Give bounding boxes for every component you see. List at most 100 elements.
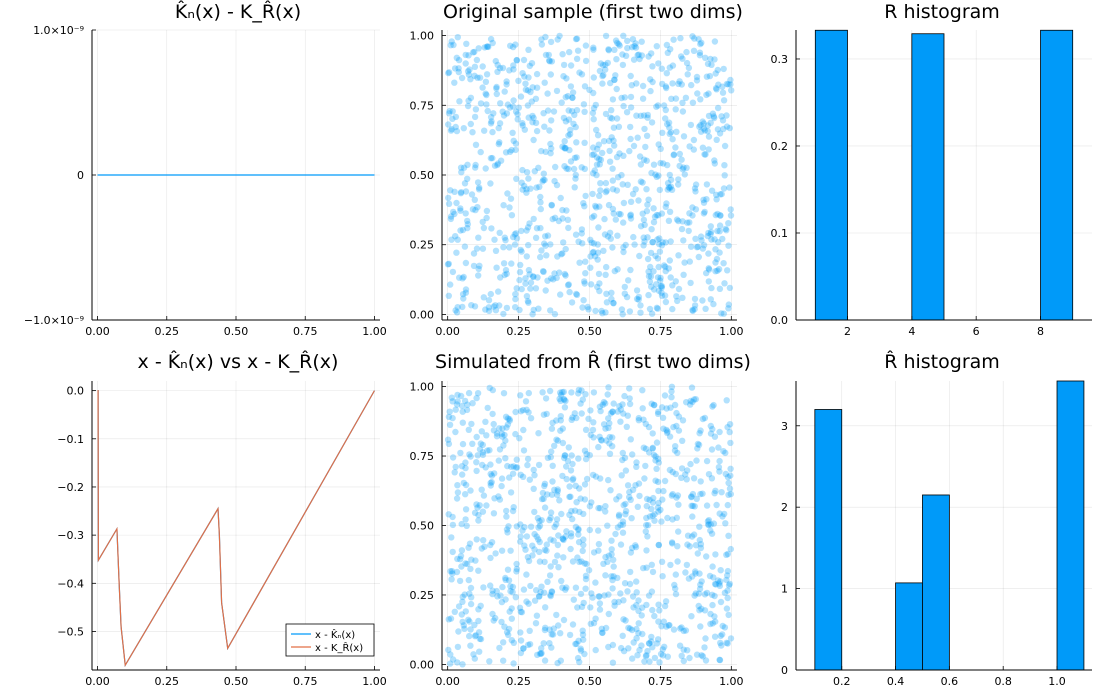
scatter-point — [705, 133, 713, 140]
scatter-point — [571, 154, 579, 162]
scatter-point — [529, 542, 536, 549]
scatter-point — [712, 618, 719, 625]
scatter-point — [608, 134, 615, 141]
scatter-point — [645, 268, 652, 275]
scatter-point — [454, 489, 462, 496]
scatter-point — [629, 190, 637, 198]
scatter-point — [513, 560, 520, 568]
scatter-point — [569, 515, 576, 523]
scatter-point — [627, 135, 634, 143]
scatter-point — [458, 402, 466, 410]
scatter-point — [712, 268, 719, 275]
scatter-point — [718, 113, 725, 120]
scatter-point — [613, 153, 621, 161]
scatter-point — [468, 556, 475, 563]
scatter-point — [554, 486, 561, 493]
scatter-point — [699, 490, 706, 497]
panel-original-sample: Original sample (first two dims) 0.00 0.2… — [410, 1, 744, 338]
scatter-point — [562, 397, 569, 405]
scatter-point — [535, 536, 542, 543]
scatter-point — [509, 589, 516, 596]
scatter-point — [571, 410, 578, 417]
scatter-point — [701, 151, 708, 158]
scatter-point — [626, 400, 634, 408]
scatter-point — [651, 511, 658, 518]
scatter-point — [572, 640, 579, 648]
scatter-point — [447, 42, 454, 49]
scatter-point — [673, 494, 680, 501]
scatter-point — [599, 629, 606, 637]
scatter-point — [476, 446, 484, 453]
scatter-point — [605, 415, 612, 422]
scatter-point — [497, 274, 504, 281]
scatter-point — [590, 549, 598, 556]
scatter-point — [568, 452, 575, 459]
scatter-point — [686, 654, 693, 662]
scatter-point — [603, 263, 610, 271]
scatter-point — [542, 287, 549, 294]
scatter-point — [547, 150, 554, 157]
scatter-point — [575, 538, 583, 546]
scatter-point — [584, 303, 591, 311]
scatter-point — [674, 492, 682, 499]
scatter-point — [462, 210, 469, 217]
scatter-point — [673, 216, 681, 223]
scatter-point — [501, 431, 508, 439]
scatter-point — [447, 568, 454, 575]
scatter-point — [655, 408, 662, 416]
scatter-point — [577, 495, 584, 502]
scatter-point — [547, 38, 555, 46]
scatter-point — [536, 558, 544, 565]
scatter-point — [622, 507, 630, 515]
scatter-point — [473, 536, 480, 543]
x-tick-label: 0.75 — [293, 325, 318, 338]
scatter-point — [662, 203, 669, 210]
scatter-point — [665, 265, 672, 272]
scatter-point — [707, 610, 714, 618]
scatter-point — [724, 594, 731, 602]
scatter-point — [537, 205, 544, 213]
scatter-point — [566, 483, 573, 490]
y-tick-label: 0.1 — [771, 227, 789, 240]
panel-3-title: R histogram — [884, 1, 1000, 23]
scatter-point — [551, 177, 558, 185]
scatter-point — [509, 103, 517, 110]
scatter-point — [554, 36, 561, 43]
scatter-point — [709, 563, 716, 570]
scatter-point — [464, 175, 471, 182]
scatter-point — [526, 627, 533, 634]
scatter-point — [617, 211, 624, 218]
scatter-point — [728, 87, 735, 94]
scatter-point — [673, 514, 680, 521]
scatter-point — [582, 572, 590, 579]
scatter-point — [672, 470, 679, 478]
scatter-point — [547, 71, 554, 78]
scatter-point — [682, 94, 690, 102]
scatter-point — [640, 416, 647, 423]
scatter-point — [717, 212, 724, 219]
scatter-point — [457, 552, 465, 560]
scatter-point — [595, 270, 603, 278]
scatter-point — [517, 392, 524, 399]
scatter-point — [459, 471, 466, 478]
scatter-point — [524, 297, 532, 305]
scatter-point — [591, 167, 598, 174]
scatter-point — [506, 148, 514, 155]
scatter-point — [551, 270, 558, 277]
scatter-point — [633, 589, 640, 596]
scatter-point — [474, 504, 481, 511]
scatter-point — [616, 150, 623, 157]
scatter-point — [494, 68, 501, 76]
scatter-point — [566, 631, 574, 639]
scatter-point — [499, 108, 506, 115]
scatter-point — [510, 504, 517, 511]
scatter-point — [686, 543, 693, 550]
x-tick-label: 0.4 — [887, 675, 905, 688]
scatter-point — [619, 61, 627, 69]
scatter-point — [466, 540, 474, 547]
scatter-point — [613, 85, 620, 93]
scatter-point — [663, 70, 670, 77]
scatter-point — [466, 632, 473, 640]
scatter-point — [630, 604, 637, 611]
scatter-point — [565, 116, 573, 123]
